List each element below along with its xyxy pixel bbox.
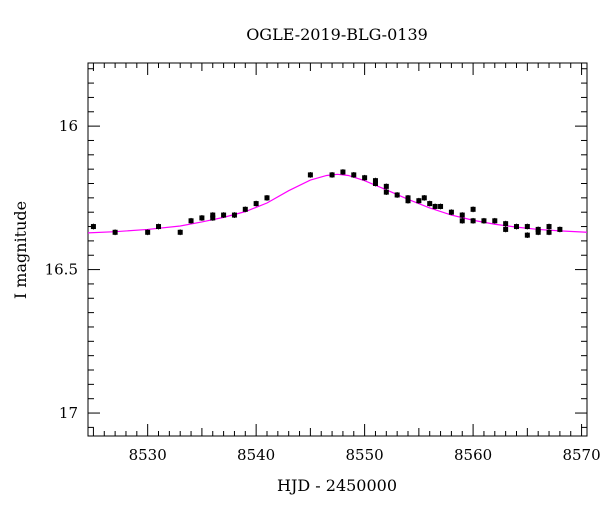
x-tick-label: 8560 <box>454 446 492 464</box>
data-point <box>524 224 530 230</box>
data-point <box>470 218 476 224</box>
x-tick-label: 8570 <box>562 446 600 464</box>
data-point <box>329 172 335 178</box>
data-point <box>383 189 389 195</box>
data-point <box>242 206 248 212</box>
data-point <box>340 169 346 175</box>
model-curve <box>87 173 588 234</box>
data-point <box>394 192 400 198</box>
data-point <box>524 232 530 238</box>
data-points <box>90 169 563 239</box>
x-tick-label: 8530 <box>129 446 167 464</box>
chart-title: OGLE-2019-BLG-0139 <box>246 25 428 44</box>
data-point <box>253 201 259 207</box>
data-point <box>513 224 519 230</box>
data-point <box>405 198 411 204</box>
data-point <box>557 226 563 232</box>
data-point <box>546 224 552 230</box>
data-point <box>210 215 216 221</box>
plot-frame <box>87 62 588 437</box>
y-tick-label: 16 <box>59 117 78 135</box>
data-point <box>351 172 357 178</box>
data-point <box>470 206 476 212</box>
y-tick-label: 17 <box>59 404 78 422</box>
x-axis-label: HJD - 2450000 <box>277 476 397 495</box>
data-point <box>231 212 237 218</box>
data-point <box>503 221 509 227</box>
data-point <box>145 229 151 235</box>
data-point <box>481 218 487 224</box>
data-point <box>90 224 96 230</box>
axis-tick-labels: 8530 8540 8550 8560 8570 16 16.5 17 <box>45 117 600 464</box>
data-point <box>448 209 454 215</box>
data-point <box>372 181 378 187</box>
y-axis-label: I magnitude <box>11 201 30 299</box>
data-point <box>112 229 118 235</box>
y-tick-label: 16.5 <box>45 261 78 279</box>
data-point <box>177 229 183 235</box>
data-point <box>199 215 205 221</box>
data-point <box>362 175 368 181</box>
axis-ticks <box>88 63 587 436</box>
data-point <box>383 183 389 189</box>
data-point <box>264 195 270 201</box>
data-point <box>188 218 194 224</box>
data-point <box>503 226 509 232</box>
data-point <box>421 195 427 201</box>
data-point <box>416 198 422 204</box>
data-point <box>459 218 465 224</box>
data-point <box>427 201 433 207</box>
data-point <box>221 212 227 218</box>
data-point <box>156 224 162 230</box>
x-tick-label: 8540 <box>237 446 275 464</box>
data-point <box>432 203 438 209</box>
x-tick-label: 8550 <box>346 446 384 464</box>
data-point <box>546 229 552 235</box>
data-point <box>492 218 498 224</box>
data-point <box>459 212 465 218</box>
data-point <box>438 203 444 209</box>
data-point <box>535 229 541 235</box>
data-point <box>307 172 313 178</box>
